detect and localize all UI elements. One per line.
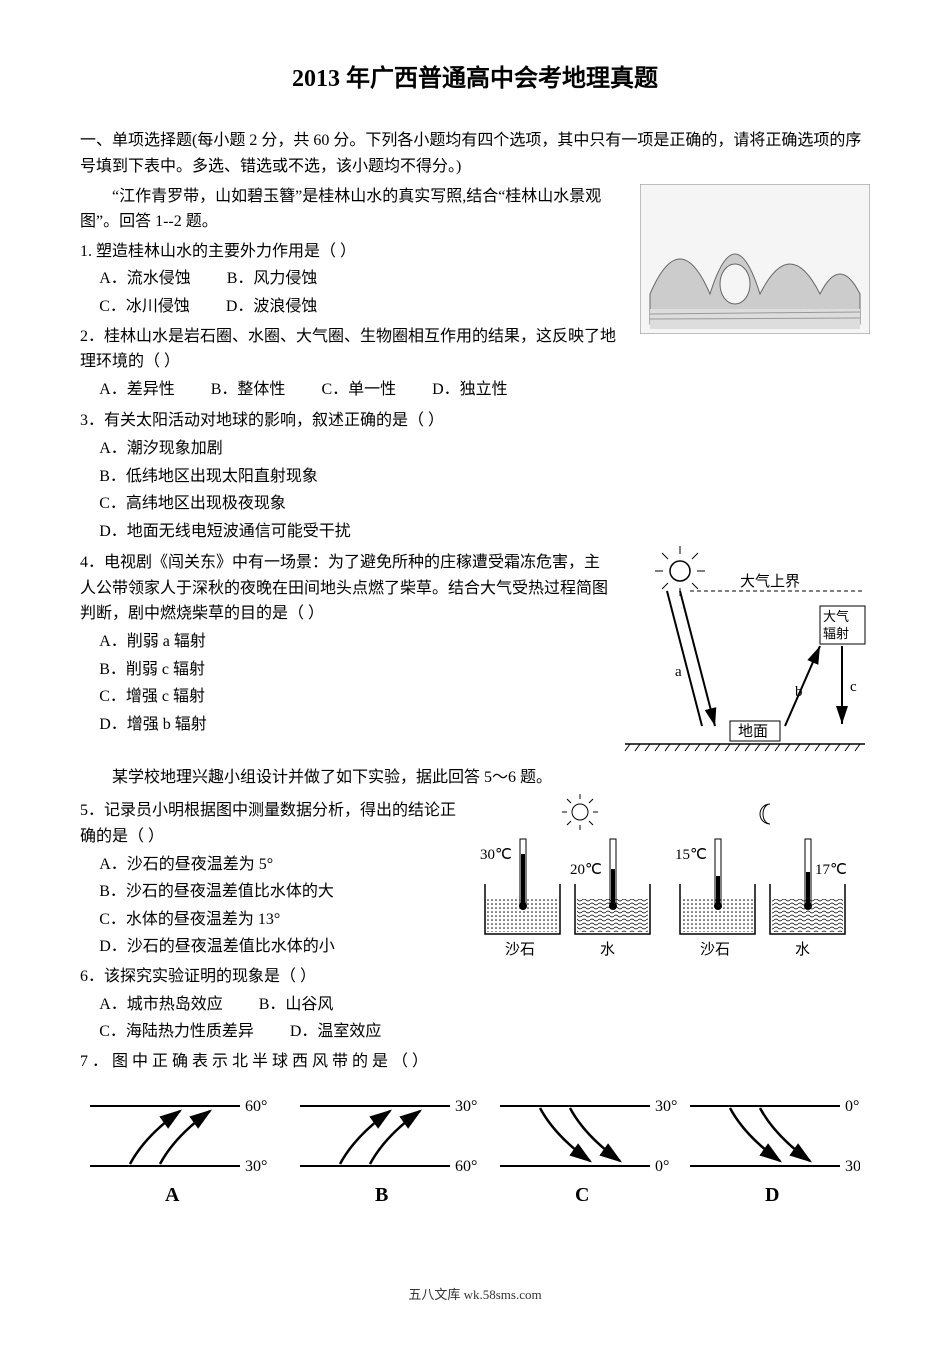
wind-a-label: A	[165, 1184, 180, 1206]
sand-label-1: 沙石	[505, 942, 535, 958]
wind-c-bottom: 0°	[655, 1158, 669, 1175]
q5-opt-d: D．沙石的昼夜温差值比水体的小	[99, 934, 460, 960]
question-3: 3．有关太阳活动对地球的影响，叙述正确的是（ ）	[80, 408, 870, 434]
q4-opt-b: B．削弱 c 辐射	[99, 657, 610, 683]
water-label-2: 水	[795, 941, 810, 958]
night-sand-temp: 15℃	[675, 847, 707, 863]
wind-d-top: 0°	[845, 1098, 859, 1115]
passage-2: 某学校地理兴趣小组设计并做了如下实验，据此回答 5～6 题。	[80, 765, 870, 791]
wind-a-bottom: 30°	[245, 1158, 267, 1175]
page-footer: 五八文库 wk.58sms.com	[80, 1285, 870, 1306]
water-label-1: 水	[600, 941, 615, 958]
atmosphere-diagram: 大气上界 大气 辐射 a b c 地面	[620, 546, 870, 765]
question-2: 2．桂林山水是岩石圈、水圈、大气圈、生物圈相互作用的结果，这反映了地理环境的（ …	[80, 324, 630, 375]
question-6: 6．该探究实验证明的现象是（ ）	[80, 964, 460, 990]
atm-a-label: a	[675, 664, 682, 680]
q5-opt-a: A．沙石的昼夜温差为 5°	[99, 852, 460, 878]
q6-opt-b: B．山谷风	[259, 992, 334, 1018]
svg-text:大气: 大气	[823, 609, 849, 624]
night-water-temp: 17℃	[815, 862, 847, 878]
q6-opt-a: A．城市热岛效应	[99, 992, 223, 1018]
q5-opt-b: B．沙石的昼夜温差值比水体的大	[99, 879, 460, 905]
passage-1: “江作青罗带，山如碧玉簪”是桂林山水的真实写照,结合“桂林山水景观图”。回答 1…	[80, 184, 630, 235]
page-title: 2013 年广西普通高中会考地理真题	[80, 60, 870, 98]
wind-d-bottom: 30°	[845, 1158, 860, 1175]
question-4: 4．电视剧《闯关东》中有一场景：为了避免所种的庄稼遭受霜冻危害，主人公带领家人于…	[80, 550, 610, 627]
q4-opt-d: D．增强 b 辐射	[99, 712, 610, 738]
svg-text:辐射: 辐射	[823, 626, 849, 641]
wind-b-bottom: 60°	[455, 1158, 477, 1175]
q3-opt-a: A．潮汐现象加剧	[99, 436, 870, 462]
q1-opt-b: B．风力侵蚀	[227, 266, 318, 292]
question-5: 5．记录员小明根据图中测量数据分析，得出的结论正确的是（ ）	[80, 798, 460, 849]
wind-b-top: 30°	[455, 1098, 477, 1115]
atm-b-label: b	[795, 684, 803, 700]
wind-diagrams: 60° 30° A 30° 60° B 30° 0° C	[80, 1086, 870, 1225]
q2-opt-a: A．差异性	[99, 377, 175, 403]
q1-opt-a: A．流水侵蚀	[99, 266, 191, 292]
q2-opt-b: B．整体性	[211, 377, 286, 403]
q1-opt-d: D．波浪侵蚀	[226, 294, 318, 320]
day-sand-temp: 30℃	[480, 847, 512, 863]
day-water-temp: 20℃	[570, 862, 602, 878]
wind-c-label: C	[575, 1184, 589, 1206]
atm-upper-label: 大气上界	[740, 573, 800, 590]
question-7: 7 ． 图 中 正 确 表 示 北 半 球 西 风 带 的 是 （ ）	[80, 1049, 460, 1075]
q2-opt-d: D．独立性	[432, 377, 508, 403]
q4-opt-a: A．削弱 a 辐射	[99, 629, 610, 655]
wind-c-top: 30°	[655, 1098, 677, 1115]
question-1: 1. 塑造桂林山水的主要外力作用是（ ）	[80, 239, 630, 265]
ground-label: 地面	[738, 723, 768, 740]
experiment-diagram: 30℃ 沙石 20℃ 水 15℃ 沙石 17℃	[470, 794, 870, 993]
atm-c-label: c	[850, 679, 857, 695]
sand-label-2: 沙石	[700, 942, 730, 958]
wind-b-label: B	[375, 1184, 388, 1206]
q4-opt-c: C．增强 c 辐射	[99, 684, 610, 710]
q6-opt-d: D．温室效应	[290, 1019, 382, 1045]
q6-opt-c: C．海陆热力性质差异	[99, 1019, 254, 1045]
wind-a-top: 60°	[245, 1098, 267, 1115]
q3-opt-d: D．地面无线电短波通信可能受干扰	[99, 519, 870, 545]
wind-d-label: D	[765, 1184, 779, 1206]
q3-opt-b: B．低纬地区出现太阳直射现象	[99, 464, 870, 490]
guilin-landscape-image	[640, 184, 870, 343]
q5-opt-c: C．水体的昼夜温差为 13°	[99, 907, 460, 933]
section-header: 一、单项选择题(每小题 2 分，共 60 分。下列各小题均有四个选项，其中只有一…	[80, 128, 870, 179]
q2-opt-c: C．单一性	[321, 377, 396, 403]
q3-opt-c: C．高纬地区出现极夜现象	[99, 491, 870, 517]
q1-opt-c: C．冰川侵蚀	[99, 294, 190, 320]
